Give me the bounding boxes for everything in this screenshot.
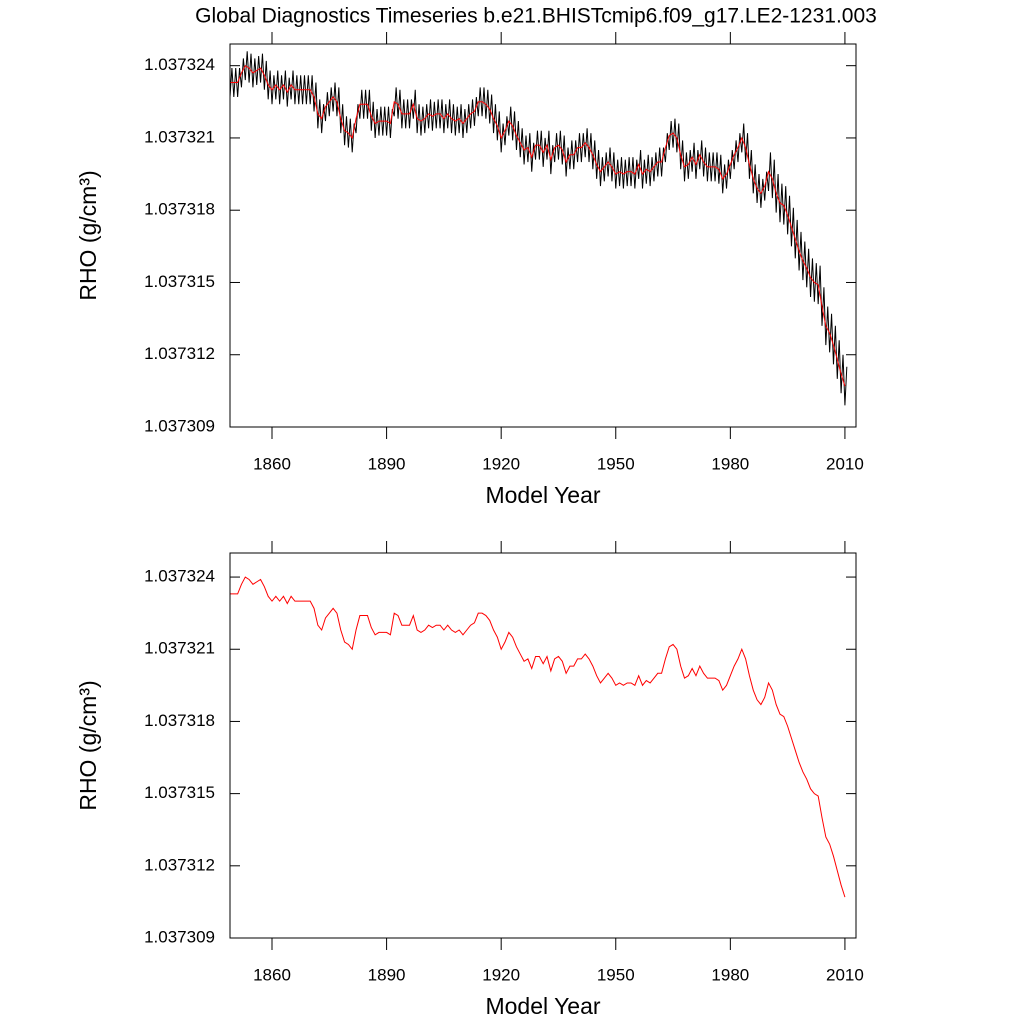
y-tick-label: 1.037324 [144,55,215,74]
x-tick-label: 1920 [482,454,520,473]
y-tick-label: 1.037312 [144,855,215,874]
y-axis-title: RHO (g/cm³) [75,170,101,300]
x-tick-label: 1980 [711,965,749,984]
plot-area [230,576,846,898]
data-line [230,576,846,898]
x-tick-label: 1980 [711,454,749,473]
x-axis-title: Model Year [485,993,600,1019]
plot-area [230,51,848,406]
y-tick-label: 1.037315 [144,272,215,291]
x-tick-label: 1890 [368,965,406,984]
y-tick-label: 1.037318 [144,711,215,730]
panel: 1.037309 1.037312 1.037315 1.037318 1.037321… [75,5,877,509]
x-tick-label: 1860 [253,454,291,473]
data-line [230,64,846,387]
plot-frame [229,43,857,428]
x-tick-label: 1950 [597,454,635,473]
y-axis-title: RHO (g/cm³) [75,680,101,810]
y-tick-label: 1.037321 [144,127,215,146]
y-tick-label: 1.037321 [144,639,215,658]
y-tick-label: 1.037315 [144,783,215,802]
y-tick-label: 1.037312 [144,344,215,363]
y-tick-label: 1.037324 [144,567,215,586]
x-tick-label: 1860 [253,965,291,984]
panel: 1.037309 1.037312 1.037315 1.037318 1.037321… [75,541,864,1019]
x-tick-label: 1890 [368,454,406,473]
y-tick-label: 1.037309 [144,416,215,435]
x-tick-label: 2010 [826,965,864,984]
x-tick-label: 1920 [482,965,520,984]
x-tick-label: 2010 [826,454,864,473]
chart-title: Global Diagnostics Timeseries b.e21.BHIS… [195,5,877,28]
x-axis-title: Model Year [485,482,600,508]
x-tick-label: 1950 [597,965,635,984]
plot-frame [229,552,857,939]
y-tick-label: 1.037318 [144,200,215,219]
y-tick-label: 1.037309 [144,927,215,946]
